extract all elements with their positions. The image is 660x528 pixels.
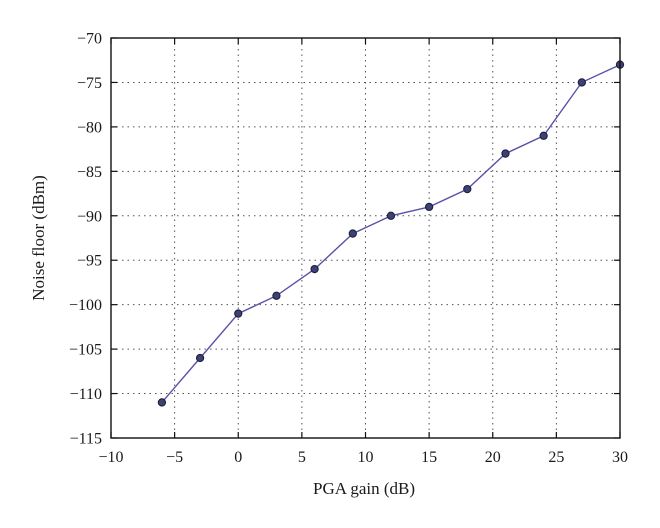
data-point: [272, 291, 281, 300]
y-tick-label: −110: [70, 386, 102, 403]
data-point: [539, 131, 548, 140]
x-tick-label: 20: [485, 449, 501, 466]
y-tick-label: −105: [69, 342, 102, 359]
y-tick-label: −90: [77, 208, 102, 225]
y-axis-label: Noise floor (dBm): [29, 175, 48, 301]
data-point: [577, 78, 586, 87]
x-tick-label: −10: [98, 449, 123, 466]
data-point: [424, 202, 434, 212]
x-tick-labels: −10 −5 0 5 10 15 20 25 30: [98, 449, 628, 466]
series-line: [161, 64, 621, 403]
x-axis-label: PGA gain (dB): [313, 479, 415, 498]
data-point: [386, 211, 396, 220]
series: [157, 60, 625, 407]
x-tick-label: 30: [612, 449, 628, 466]
x-tick-label: 0: [234, 449, 242, 466]
y-tick-label: −115: [70, 431, 102, 448]
y-tick-label: −85: [77, 164, 102, 181]
data-point: [501, 149, 510, 158]
plot-frame: [110, 37, 621, 439]
y-tick-label: −70: [77, 31, 102, 48]
data-point: [348, 229, 357, 238]
y-tick-label: −100: [69, 297, 102, 314]
data-point: [310, 264, 319, 274]
x-tick-label: 5: [298, 449, 306, 466]
y-tick-label: −75: [77, 75, 102, 92]
data-point: [157, 398, 167, 407]
grid: [111, 38, 620, 438]
axis-ticks: [110, 37, 621, 439]
x-tick-label: 25: [548, 449, 564, 466]
x-tick-label: −5: [166, 449, 183, 466]
x-tick-label: 15: [421, 449, 437, 466]
y-tick-label: −95: [77, 253, 102, 270]
y-tick-label: −80: [77, 119, 102, 136]
data-point: [234, 309, 243, 318]
data-point: [195, 353, 205, 363]
data-point: [463, 184, 472, 194]
y-tick-labels: −115 −110 −105 −100 −95 −90 −85 −80 −75 −70: [69, 31, 102, 448]
x-tick-label: 10: [358, 449, 374, 466]
